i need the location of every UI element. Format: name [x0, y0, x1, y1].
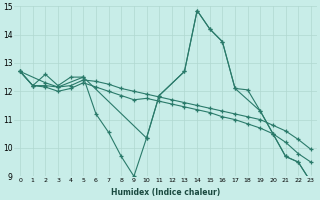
X-axis label: Humidex (Indice chaleur): Humidex (Indice chaleur)	[111, 188, 220, 197]
